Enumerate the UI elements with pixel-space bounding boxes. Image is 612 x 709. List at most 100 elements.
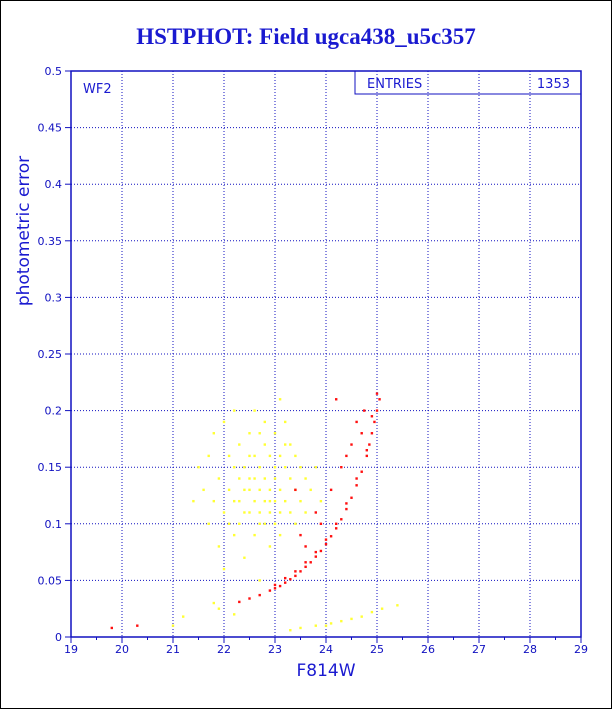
- data-point: [273, 432, 277, 435]
- data-point: [319, 499, 323, 503]
- x-tick-label: 27: [472, 643, 486, 656]
- data-point: [350, 496, 353, 499]
- y-tick-label: 0.45: [38, 122, 63, 135]
- data-point: [294, 454, 297, 458]
- data-point: [268, 454, 272, 458]
- data-point: [233, 533, 236, 537]
- data-point: [284, 443, 287, 446]
- x-tick-label: 28: [523, 643, 537, 656]
- stats-box: ENTRIES 1353: [354, 70, 582, 95]
- data-point: [314, 555, 317, 558]
- data-point: [192, 499, 195, 503]
- y-tick-label: 0.4: [45, 178, 63, 191]
- data-point: [248, 477, 251, 480]
- data-point: [110, 626, 113, 630]
- data-point: [268, 499, 272, 503]
- data-point: [222, 420, 226, 424]
- data-point: [248, 488, 251, 492]
- data-point: [268, 589, 272, 592]
- y-tick-label: 0.15: [38, 461, 63, 474]
- data-point: [202, 488, 205, 492]
- data-point: [238, 477, 241, 480]
- data-point: [294, 522, 297, 525]
- data-point: [253, 533, 256, 537]
- data-point: [253, 409, 256, 412]
- y-tick-label: 0.05: [38, 574, 63, 587]
- data-point: [278, 398, 282, 401]
- data-point: [299, 626, 302, 630]
- data-point: [314, 511, 317, 514]
- data-point: [304, 511, 307, 514]
- data-point: [340, 518, 343, 521]
- data-point: [253, 477, 256, 480]
- data-point: [227, 454, 231, 458]
- data-point: [299, 570, 302, 573]
- data-point: [268, 511, 272, 514]
- data-point: [345, 454, 348, 458]
- data-point: [363, 409, 366, 412]
- data-point: [345, 502, 348, 505]
- data-point: [212, 432, 215, 435]
- data-point: [182, 615, 185, 618]
- data-point: [294, 574, 297, 578]
- data-point: [284, 420, 287, 424]
- data-point: [258, 466, 261, 469]
- data-point: [222, 511, 226, 514]
- data-point: [238, 522, 241, 525]
- data-point: [253, 454, 256, 458]
- y-tick-label: 0.3: [45, 291, 63, 304]
- data-point: [243, 466, 246, 469]
- data-point: [273, 499, 277, 503]
- data-point: [278, 511, 282, 514]
- data-point: [294, 570, 297, 573]
- data-point: [273, 466, 277, 469]
- chart-title: HSTPHOT: Field ugca438_u5c357: [136, 24, 476, 49]
- data-point: [217, 607, 221, 610]
- ticks: 19 20 21 22 23 24 25 26 27 28 29 0 0.05 0.1 0.15 0.2 0.2…: [38, 65, 589, 656]
- data-point: [380, 607, 384, 610]
- data-point: [314, 466, 317, 469]
- data-point: [268, 488, 272, 492]
- data-point: [273, 477, 277, 480]
- data-point: [207, 454, 210, 458]
- data-point: [370, 415, 374, 418]
- data-point: [370, 610, 374, 614]
- data-point: [299, 533, 302, 537]
- data-point: [248, 454, 251, 458]
- data-point: [284, 466, 287, 469]
- data-point: [222, 567, 226, 571]
- data-point: [299, 466, 302, 469]
- data-point: [233, 613, 236, 616]
- data-point: [304, 477, 307, 480]
- data-point: [278, 454, 282, 458]
- data-point: [329, 488, 333, 492]
- data-point: [289, 477, 292, 480]
- data-point: [263, 477, 266, 480]
- grid: [71, 71, 581, 637]
- data-point: [233, 499, 236, 503]
- data-point: [335, 527, 338, 530]
- panel-label: WF2: [83, 82, 112, 97]
- data-point: [335, 398, 338, 401]
- data-point: [263, 420, 266, 424]
- x-tick-label: 22: [217, 643, 231, 656]
- data-point: [304, 545, 307, 548]
- data-point: [289, 511, 292, 514]
- data-point: [314, 624, 317, 627]
- data-point: [197, 466, 200, 469]
- data-point: [329, 622, 333, 625]
- data-point: [340, 466, 343, 469]
- data-point: [289, 443, 292, 446]
- data-point: [273, 583, 277, 587]
- y-tick-label: 0: [55, 631, 62, 644]
- data-point: [243, 511, 246, 514]
- data-point: [396, 604, 399, 607]
- data-point: [233, 409, 236, 412]
- data-point: [217, 477, 221, 480]
- x-tick-label: 25: [370, 643, 384, 656]
- data-point: [248, 597, 251, 600]
- data-point: [319, 522, 323, 525]
- data-point: [258, 511, 261, 514]
- data-point: [375, 409, 379, 412]
- data-point: [299, 499, 302, 503]
